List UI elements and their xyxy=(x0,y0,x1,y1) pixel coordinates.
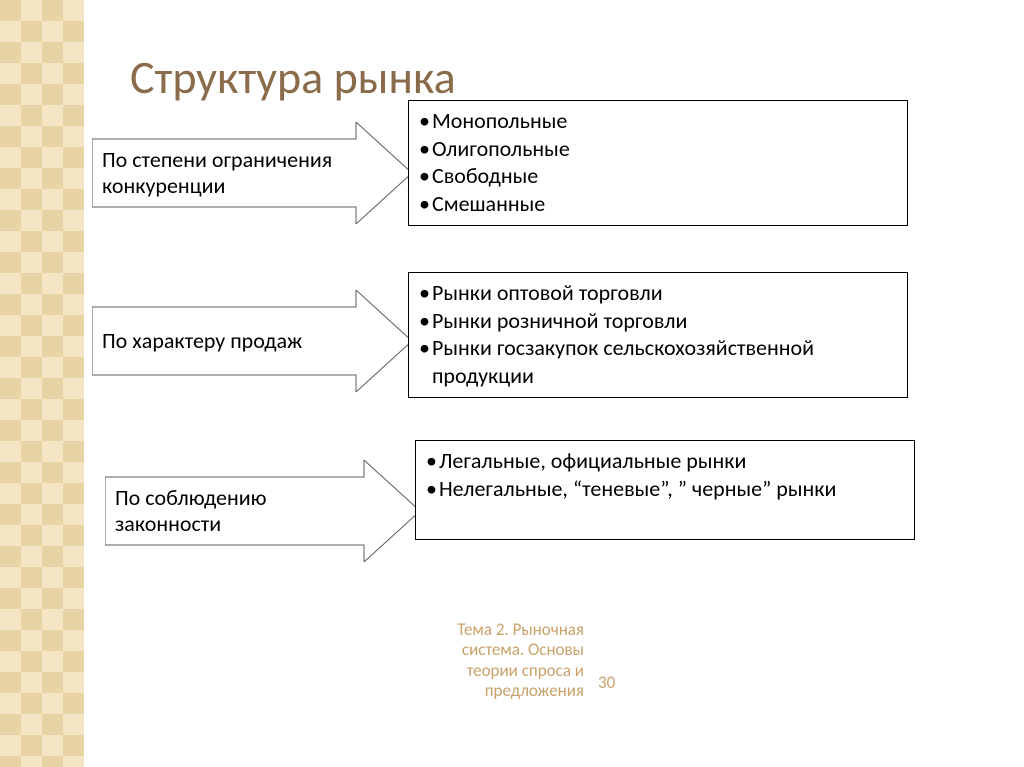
bullet-icon: • xyxy=(419,279,430,307)
bullet-icon: • xyxy=(419,334,430,389)
detail-item: •Рынки розничной торговли xyxy=(419,307,897,335)
footer-line: предложения xyxy=(384,681,584,701)
footer-caption: Тема 2. Рыночнаясистема. Основытеории сп… xyxy=(384,620,584,702)
bullet-icon: • xyxy=(419,307,430,335)
detail-item: •Смешанные xyxy=(419,190,897,218)
detail-item: •Свободные xyxy=(419,162,897,190)
detail-item-text: Смешанные xyxy=(432,190,545,218)
page-number: 30 xyxy=(598,672,615,693)
detail-item-text: Монопольные xyxy=(432,107,567,135)
detail-item-text: Рынки розничной торговли xyxy=(432,307,687,335)
detail-item: •Рынки госзакупок сельскохозяйственной п… xyxy=(419,334,897,389)
detail-item: •Монопольные xyxy=(419,107,897,135)
bullet-icon: • xyxy=(426,447,437,475)
category-arrow-label: По характеру продаж xyxy=(102,307,352,375)
detail-item-text: Рынки оптовой торговли xyxy=(432,279,663,307)
category-detail-box: •Монопольные•Олигопольные•Свободные•Смеш… xyxy=(408,100,908,226)
bullet-icon: • xyxy=(419,107,430,135)
detail-item-text: Олигопольные xyxy=(432,135,570,163)
sidebar-texture xyxy=(0,0,84,767)
footer-line: теории спроса и xyxy=(384,661,584,681)
category-detail-box: •Легальные, официальные рынки•Нелегальны… xyxy=(415,440,915,540)
bullet-icon: • xyxy=(419,190,430,218)
footer-line: Тема 2. Рыночная xyxy=(384,620,584,640)
slide-title: Структура рынка xyxy=(130,50,456,106)
detail-item-text: Свободные xyxy=(432,162,538,190)
footer-line: система. Основы xyxy=(384,640,584,660)
detail-item-text: Нелегальные, “теневые”, ” черные” рынки xyxy=(439,475,836,503)
bullet-icon: • xyxy=(419,135,430,163)
category-arrow-label: По степени ограничения конкуренции xyxy=(102,139,352,207)
detail-item: •Легальные, официальные рынки xyxy=(426,447,904,475)
detail-item: •Нелегальные, “теневые”, ” черные” рынки xyxy=(426,475,904,503)
detail-item: •Олигопольные xyxy=(419,135,897,163)
bullet-icon: • xyxy=(426,475,437,503)
category-detail-box: •Рынки оптовой торговли•Рынки розничной … xyxy=(408,272,908,398)
bullet-icon: • xyxy=(419,162,430,190)
detail-item: •Рынки оптовой торговли xyxy=(419,279,897,307)
detail-item-text: Легальные, официальные рынки xyxy=(439,447,746,475)
detail-item-text: Рынки госзакупок сельскохозяйственной пр… xyxy=(432,334,897,389)
category-arrow-label: По соблюдению законности xyxy=(115,477,360,545)
